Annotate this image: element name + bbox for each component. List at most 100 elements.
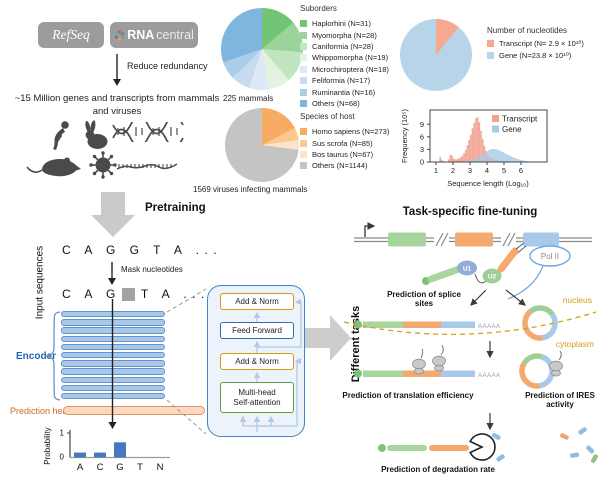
- prob-bar: [94, 452, 106, 458]
- rabbit-icon: [85, 120, 108, 149]
- encoder-layer-bar: [61, 384, 165, 392]
- polya-label-1: AAAAA: [478, 324, 501, 330]
- transformer-connectors: [239, 298, 302, 432]
- histogram-legend-gene: Gene: [502, 125, 522, 134]
- splice-arrow-left: [470, 289, 487, 306]
- encoder-layer-bar: [61, 319, 165, 326]
- ires-task-label-line2: activity: [546, 400, 574, 409]
- legend-swatch: [487, 40, 494, 48]
- host-pie: [225, 108, 299, 182]
- prob-category: N: [157, 462, 164, 473]
- legend-swatch: [300, 128, 307, 136]
- mouse-icon: [26, 157, 81, 177]
- legend-item: Bos taurus (N=67): [300, 149, 389, 160]
- legend-item: Others (N=68): [300, 98, 389, 109]
- prob-category: C: [97, 462, 104, 473]
- add-norm-1-label: Add & Norm: [235, 296, 279, 306]
- nucleotides-legend-title: Number of nucleotides: [487, 26, 568, 35]
- encoder-layer-bar: [61, 327, 165, 334]
- hist-ytick: 6: [420, 132, 424, 141]
- histogram-series: [439, 117, 530, 162]
- monkey-icon: [53, 121, 69, 150]
- legend-swatch: [300, 99, 307, 107]
- hist-xtick: 2: [451, 166, 455, 175]
- nuclear-membrane: [343, 311, 597, 336]
- legend-swatch: [487, 51, 494, 59]
- legend-item: Others (N=1144): [300, 160, 389, 171]
- histogram-legend-transcript: Transcript: [502, 115, 538, 124]
- probability-chart: Probability 1 0 A C G T N: [43, 427, 170, 473]
- legend-item: Microchiroptera (N=18): [300, 64, 389, 75]
- exonuclease-icon: [469, 433, 496, 461]
- length-histogram: 1 2 3 4 5 6 0 3 6 9 Frequency (10⁵) Sequence leng…: [400, 109, 548, 188]
- prediction-head-bar: [63, 406, 205, 415]
- legend-label: Others (N=68): [312, 98, 360, 108]
- prob-category: T: [137, 462, 143, 473]
- u1-snrnp: [457, 260, 477, 276]
- degradation-diagram: [378, 427, 598, 463]
- histogram-legend-swatch-gene: [492, 125, 499, 133]
- suborders-legend-title: Suborders: [300, 4, 337, 13]
- handoff-arrowhead: [330, 315, 351, 361]
- nucleotides-legend: Number of nucleotides Transcript (N= 2.9…: [487, 26, 584, 61]
- mrna-nucleus: AAAAA: [354, 320, 501, 330]
- u1-label: U1: [463, 266, 472, 273]
- legend-item: Homo sapiens (N=273): [300, 126, 389, 137]
- legend-swatch: [300, 88, 307, 96]
- legend-label: Whippomorpha (N=19): [312, 53, 389, 63]
- mrna-translation: AAAAA: [354, 344, 501, 379]
- host-legend-title: Species of host: [300, 112, 355, 121]
- legend-item: Myomorpha (N=28): [300, 29, 389, 40]
- masked-sequence-prefix: C A G: [62, 287, 121, 301]
- add-norm-2-label: Add & Norm: [235, 356, 279, 366]
- histogram-xlabel: Sequence length (Log₁₀): [447, 179, 529, 188]
- encoder-layer-bar: [61, 351, 165, 359]
- exon-blue: [523, 232, 559, 247]
- probability-bars: [74, 442, 126, 458]
- encoder-layer-bar: [61, 311, 165, 318]
- ribosome-icon: [432, 344, 446, 372]
- exon-green: [388, 232, 426, 247]
- masked-sequence-row: C A G T A ...: [62, 287, 210, 301]
- legend-swatch: [300, 42, 307, 50]
- axis-break-2: [501, 232, 516, 247]
- legend-swatch: [300, 31, 307, 39]
- suborders-legend: Suborders Haplorhini (N=31) Myomorpha (N=…: [300, 4, 389, 109]
- splice-arrow-right: [505, 289, 526, 306]
- cytoplasm-label: cytoplasm: [556, 339, 594, 349]
- nucleotides-pie: [400, 19, 472, 91]
- pol2-complex: Pol II: [505, 245, 571, 300]
- finetuning-title: Task-specific fine-tuning: [402, 206, 538, 218]
- virus-icon: [89, 151, 117, 179]
- u2-snrnp: [482, 268, 502, 284]
- legend-swatch: [300, 162, 307, 170]
- ribosome-icon: [412, 348, 426, 375]
- finetuning-illustration: Pol II U1 U2 Prediction of splice sites …: [342, 222, 598, 474]
- nucleus-label: nucleus: [563, 295, 592, 305]
- exon-orange: [455, 232, 493, 247]
- add-norm-1-box: Add & Norm: [220, 293, 294, 310]
- masked-sequence-suffix: T A ...: [140, 287, 210, 301]
- legend-label: Sus scrofa (N=85): [312, 138, 373, 148]
- splicing-complex: U1 U2: [422, 242, 525, 285]
- hist-ytick: 0: [420, 158, 424, 167]
- splice-task-label-line2: sites: [415, 299, 434, 308]
- encoder-layer-bar: [61, 368, 165, 375]
- legend-item: Sus scrofa (N=85): [300, 137, 389, 148]
- prob-category: G: [116, 462, 123, 473]
- prediction-head-label: Prediction head: [10, 406, 73, 416]
- gene-diagram: [354, 222, 592, 247]
- polya-label-2: AAAAA: [478, 373, 501, 379]
- legend-swatch: [300, 65, 307, 73]
- dataset-note: ~15 Million genes and transcripts from m…: [14, 93, 220, 117]
- hist-xtick: 6: [519, 166, 523, 175]
- splice-task-label-line1: Prediction of splice: [387, 290, 461, 299]
- rna-icon: [116, 163, 178, 170]
- pretraining-flow-arrowhead: [91, 215, 135, 237]
- legend-item: Ruminantia (N=16): [300, 86, 389, 97]
- legend-label: Microchiroptera (N=18): [312, 64, 389, 74]
- histogram-frame: [429, 109, 548, 163]
- refseq-logo: RefSeq: [38, 22, 104, 48]
- legend-item: Whippomorpha (N=19): [300, 52, 389, 63]
